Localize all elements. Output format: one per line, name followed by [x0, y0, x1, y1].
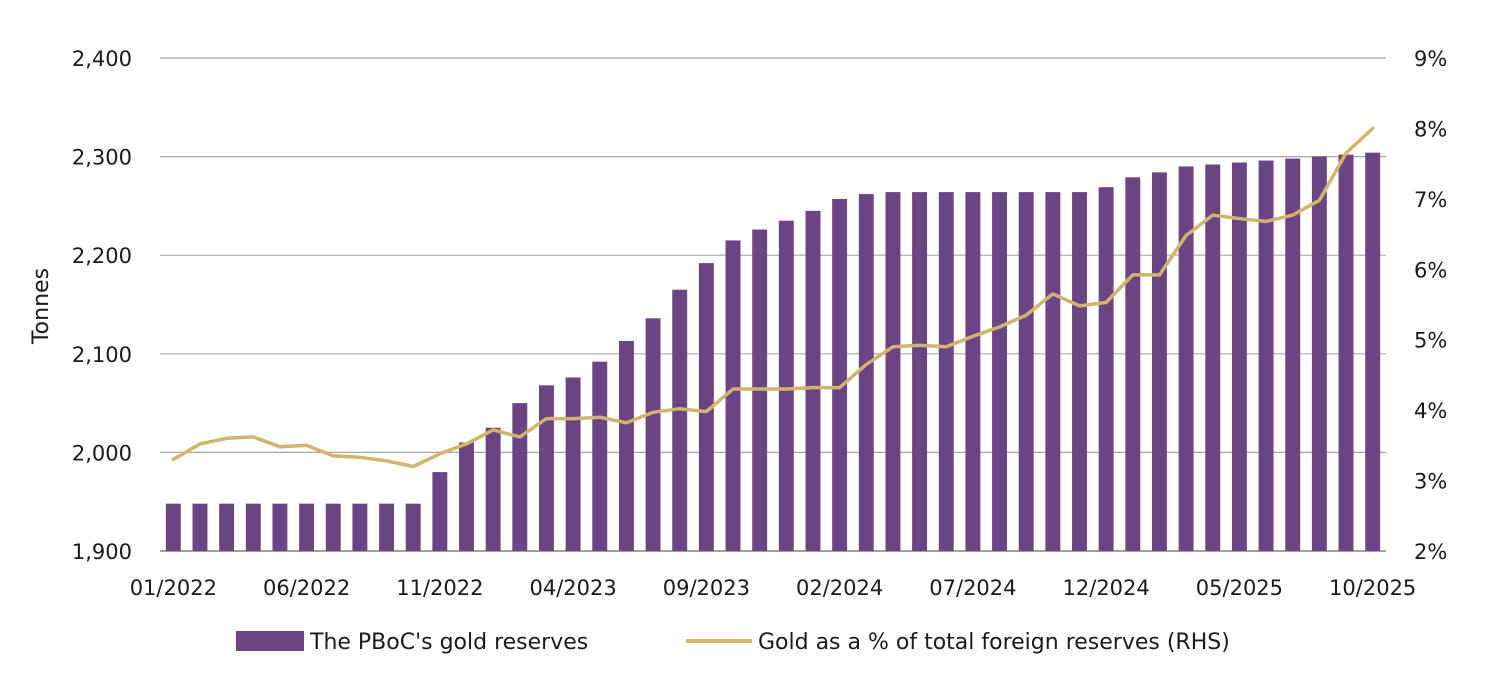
bar [1231, 162, 1247, 552]
bar [805, 210, 821, 551]
bar [778, 220, 794, 551]
x-tick-label: 11/2022 [396, 576, 483, 600]
x-tick-label: 07/2024 [929, 576, 1016, 600]
y2-tick-label: 5% [1414, 329, 1447, 353]
y2-tick-label: 8% [1414, 117, 1447, 141]
bar [965, 192, 981, 551]
legend: The PBoC's gold reserves Gold as a % of … [236, 630, 1230, 655]
x-tick-label: 09/2023 [663, 576, 750, 600]
bar [725, 240, 741, 551]
bar [565, 377, 581, 551]
series-line [171, 126, 1375, 469]
y-tick-label: 2,300 [72, 146, 132, 170]
x-tick-label: 04/2023 [529, 576, 616, 600]
y2-tick-label: 4% [1414, 399, 1447, 423]
legend-swatch-bars [236, 631, 304, 651]
bar [325, 503, 341, 551]
bar [1151, 172, 1167, 551]
bar [645, 318, 661, 551]
bar [272, 503, 288, 551]
bar [192, 503, 208, 551]
bar [379, 503, 395, 551]
bar [299, 503, 315, 551]
bar [459, 442, 474, 551]
bar [1178, 166, 1194, 551]
bar [485, 427, 501, 551]
y2-tick-label: 6% [1414, 258, 1447, 282]
x-axis: 01/2022 06/2022 11/2022 04/2023 09/2023 02/20… [130, 576, 1417, 600]
bar [992, 192, 1008, 551]
x-tick-label: 05/2025 [1196, 576, 1283, 600]
bar [618, 340, 634, 551]
y-axis-title: Tonnes [29, 268, 54, 345]
x-tick-label: 02/2024 [796, 576, 883, 600]
bar [538, 385, 554, 551]
line-series [171, 126, 1375, 469]
bar [405, 503, 421, 551]
y2-tick-label: 2% [1414, 540, 1447, 564]
bar [912, 192, 928, 551]
bar-series [165, 152, 1381, 552]
bar [858, 194, 874, 551]
gridlines [160, 57, 1386, 552]
y-axis-right: 2% 3% 4% 5% 6% 7% 8% 9% [1414, 47, 1447, 564]
bar [1338, 154, 1354, 552]
bar [1258, 160, 1274, 551]
bar [1125, 177, 1141, 551]
y-tick-label: 2,000 [72, 441, 132, 465]
legend-label-line: Gold as a % of total foreign reserves (R… [758, 630, 1230, 655]
bar [1365, 152, 1381, 551]
x-tick-label: 10/2025 [1329, 576, 1416, 600]
bar [885, 192, 901, 551]
x-tick-label: 06/2022 [263, 576, 350, 600]
bar [352, 503, 368, 551]
bar [1018, 192, 1034, 551]
x-tick-label: 01/2022 [130, 576, 217, 600]
bar [1072, 192, 1087, 551]
bar [1285, 158, 1301, 551]
bar [1205, 164, 1221, 551]
legend-label-bars: The PBoC's gold reserves [309, 630, 588, 655]
bar [219, 503, 235, 551]
y-tick-label: 2,400 [72, 47, 132, 71]
bar [245, 503, 261, 551]
bar [832, 198, 848, 552]
bar [1045, 192, 1061, 551]
y-tick-label: 2,100 [72, 343, 132, 367]
y-tick-label: 2,200 [72, 244, 132, 268]
y-tick-label: 1,900 [72, 540, 132, 564]
y2-tick-label: 3% [1414, 470, 1447, 494]
y2-tick-label: 9% [1414, 47, 1447, 71]
y2-tick-label: 7% [1414, 188, 1447, 212]
x-tick-label: 12/2024 [1063, 576, 1150, 600]
y-axis-left: 1,900 2,000 2,100 2,200 2,300 2,400 [72, 47, 132, 564]
bar [1098, 187, 1114, 551]
bar [938, 192, 954, 551]
bar [432, 472, 448, 551]
bar [698, 263, 714, 551]
bar [592, 361, 608, 551]
bar [165, 503, 181, 551]
bar [1311, 156, 1327, 551]
bar [672, 289, 688, 551]
bar [512, 403, 528, 551]
